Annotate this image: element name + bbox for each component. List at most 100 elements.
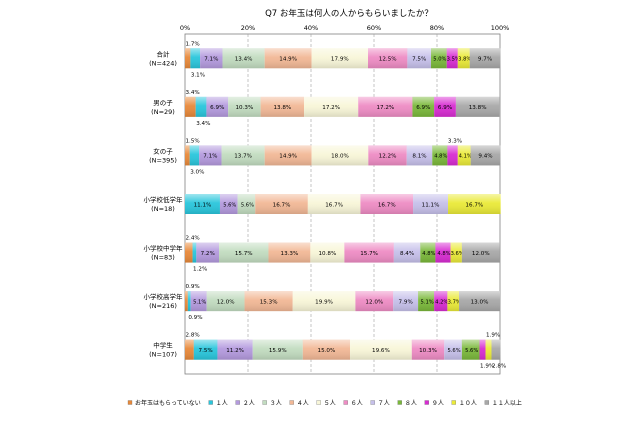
legend-swatch [424, 400, 429, 405]
x-tick-label: 80% [430, 24, 444, 32]
bar-data-label: 10.3% [235, 105, 253, 111]
bar-data-label: 5.6% [241, 202, 254, 208]
category-label: 小学校中学年 [144, 244, 184, 253]
bar-data-label: 17.2% [322, 105, 340, 111]
bar-data-label: 3.4% [196, 121, 210, 127]
legend-label: ３人 [270, 400, 282, 407]
bar-segment-shade [185, 194, 220, 214]
bar-segment-shade [412, 96, 435, 117]
bar-segment-shade [355, 291, 394, 312]
category-label: 女の子 [153, 146, 173, 155]
category-n-label: (N=107) [149, 351, 177, 359]
bar-data-label: 9.7% [478, 57, 492, 63]
bar-data-label: 1.9% [486, 333, 500, 339]
bar-segment-shade [195, 96, 207, 117]
bar-data-label: 4.8% [422, 251, 435, 257]
bar-data-label: 6.9% [438, 105, 452, 111]
category-n-label: (N=216) [149, 302, 177, 310]
bar-data-label: 3.5% [447, 57, 460, 63]
bar-data-label: 12.2% [379, 154, 397, 160]
category-label: 中学生 [153, 341, 173, 350]
legend-label: ７人 [378, 400, 390, 407]
bar-segment-shade [420, 242, 436, 263]
legend-label: ６人 [351, 400, 363, 407]
bar-data-label: 16.7% [465, 202, 483, 208]
legend-swatch [451, 400, 456, 405]
bar-segment-shade [368, 145, 407, 166]
bar-data-label: 8.1% [412, 154, 426, 160]
category-n-label: (N=18) [151, 205, 175, 213]
legend-swatch [235, 400, 240, 405]
bar-data-label: 4.8% [437, 251, 450, 257]
x-tick-label: 40% [304, 24, 318, 32]
bar-data-label: 17.2% [376, 105, 394, 111]
bar-segment-shade [185, 242, 193, 263]
bar-segment-shade [479, 339, 486, 360]
bar-segment-shade [411, 339, 445, 360]
bar-segment-shade [264, 145, 312, 166]
bar-data-label: 13.4% [235, 57, 253, 63]
bar-data-label: 10.8% [318, 251, 336, 257]
bar-segment-shade [350, 339, 412, 360]
bar-data-label: 3.0% [190, 169, 204, 175]
bar-data-label: 12.5% [379, 57, 397, 63]
bar-data-label: 12.0% [472, 251, 490, 257]
bar-data-label: 5.6% [447, 348, 460, 354]
legend-swatch [397, 400, 402, 405]
bar-segment-shade [448, 194, 501, 214]
bar-segment-shade [255, 194, 308, 214]
legend-label: ４人 [297, 400, 309, 407]
category-label: 小学校低学年 [144, 195, 184, 204]
bar-data-label: 1.9% [480, 364, 494, 370]
legend-swatch [484, 400, 490, 405]
bar-segment-shade [219, 242, 269, 263]
bar-data-label: 14.9% [279, 154, 297, 160]
bar-segment-shade [185, 339, 194, 360]
bar-segment-shade [252, 339, 303, 360]
bar-segment-shade [304, 96, 359, 117]
bar-segment-shade [450, 242, 462, 263]
bar-segment-shade [219, 194, 238, 214]
legend-swatch [208, 400, 213, 405]
category-n-label: (N=83) [151, 254, 175, 262]
bar-data-label: 7.9% [399, 299, 413, 305]
bar-data-label: 3.4% [186, 90, 200, 96]
bar-data-label: 5.6% [465, 348, 478, 354]
bar-segment-shade [217, 339, 253, 360]
bar-data-label: 7.2% [201, 251, 215, 257]
bar-segment-shade [447, 145, 458, 166]
bar-data-label: 3.7% [448, 299, 461, 305]
bar-data-label: 10.3% [419, 348, 437, 354]
legend-swatch [370, 400, 375, 405]
bar-data-label: 8.4% [400, 251, 414, 257]
bar-segment-shade [307, 194, 361, 214]
bar-data-label: 4.8% [434, 154, 447, 160]
bar-segment-shade [189, 145, 200, 166]
bar-data-label: 3.6% [451, 251, 464, 257]
legend-label: ５人 [324, 400, 336, 407]
bar-data-label: 7.5% [412, 57, 426, 63]
category-n-label: (N=29) [151, 108, 175, 116]
legend-label: ２人 [243, 400, 255, 407]
category-n-label: (N=424) [149, 59, 177, 67]
chart-title: Q7 お年玉は何人の人からもらいましたか？ [265, 8, 433, 19]
bar-data-label: 15.7% [360, 251, 378, 257]
category-n-label: (N=395) [149, 156, 177, 164]
bar-data-label: 18.0% [331, 154, 349, 160]
bar-data-label: 12.0% [365, 299, 383, 305]
bar-data-label: 11.2% [226, 348, 244, 354]
bar-segment-shade [393, 242, 421, 263]
legend-label: １１人以上 [492, 399, 522, 407]
bar-segment-shade [491, 339, 501, 360]
bar-data-label: 0.9% [186, 284, 200, 290]
bar-segment-shade [447, 291, 460, 312]
legend: お年玉はもらっていない １人 ２人 ３人 ４人 ５人 ６人 ７人 ８人 ９人 １０人 １１人以上 [127, 399, 522, 407]
bar-data-label: 5.1% [193, 299, 206, 305]
bar-data-label: 12.0% [217, 299, 235, 305]
bar-segment-shade [310, 242, 345, 263]
bar-data-label: 5.1% [421, 299, 434, 305]
bar-segment-shade [413, 194, 449, 214]
bar-segment-shade [222, 48, 265, 69]
bar-segment-shade [432, 145, 448, 166]
